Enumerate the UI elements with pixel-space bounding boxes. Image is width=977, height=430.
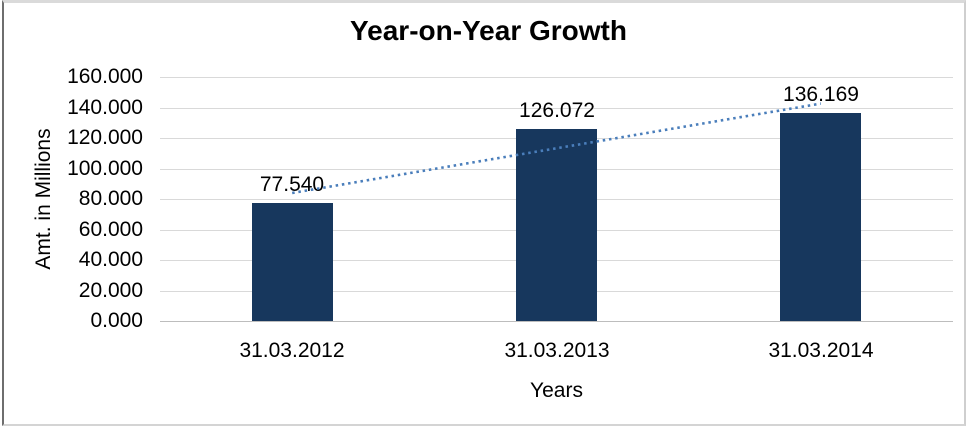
y-tick-label: 120.000 (67, 126, 143, 149)
y-tick-label: 60.000 (78, 218, 143, 241)
x-tick-label: 31.03.2013 (504, 339, 610, 362)
y-tick-label: 80.000 (78, 187, 143, 210)
y-tick-label: 160.000 (67, 65, 143, 88)
y-tick-label: 100.000 (67, 157, 143, 180)
data-label: 77.540 (259, 173, 325, 196)
y-tick-label: 40.000 (78, 248, 143, 271)
data-label: 136.169 (783, 83, 859, 106)
bar (780, 113, 861, 321)
x-tick-label: 31.03.2014 (768, 339, 874, 362)
y-tick-label: 20.000 (78, 279, 143, 302)
x-axis-line (160, 321, 953, 322)
y-tick-label: 140.000 (67, 96, 143, 119)
chart-title: Year-on-Year Growth (350, 15, 627, 46)
bar (516, 129, 597, 321)
data-label: 126.072 (519, 99, 595, 122)
y-tick-label: 0.000 (90, 309, 143, 332)
bar (252, 203, 333, 321)
gridline (160, 77, 953, 78)
x-tick-label: 31.03.2012 (239, 339, 345, 362)
x-axis-title: Years (530, 379, 583, 402)
